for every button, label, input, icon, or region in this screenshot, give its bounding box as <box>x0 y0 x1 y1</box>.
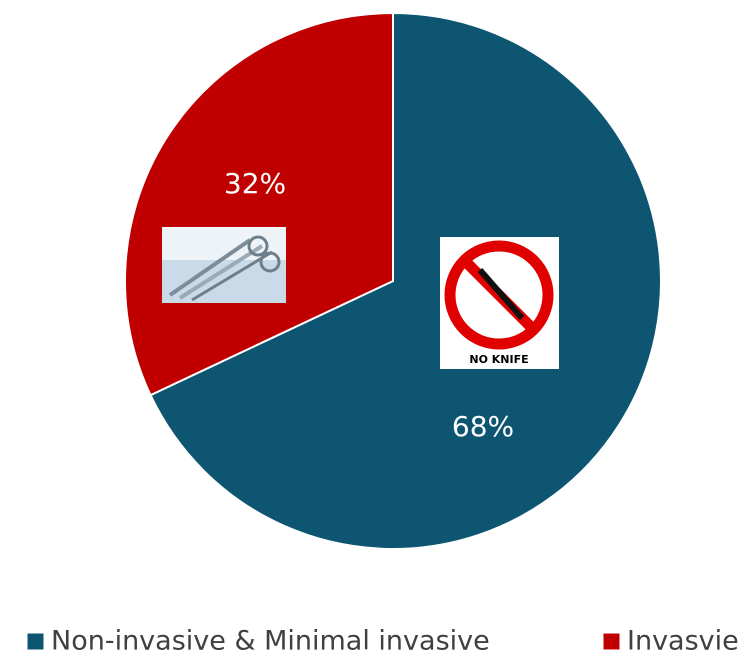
slice <box>149 11 662 550</box>
no-knife-icon: NO KNIFE <box>440 237 559 369</box>
legend-swatch <box>26 632 45 651</box>
value-label: 32% <box>224 167 286 200</box>
legend-label: Invasvie <box>627 626 739 657</box>
legend-label: Non-invasive & Minimal invasive <box>51 626 490 657</box>
value-label: 68% <box>452 410 514 443</box>
value-labels: 68% 32% <box>224 167 514 443</box>
surgical-tools-icon <box>162 227 286 303</box>
legend-swatch <box>602 632 621 651</box>
legend: Non-invasive & Minimal invasive Invasvie <box>26 626 739 657</box>
icon-label: NO KNIFE <box>469 353 528 366</box>
